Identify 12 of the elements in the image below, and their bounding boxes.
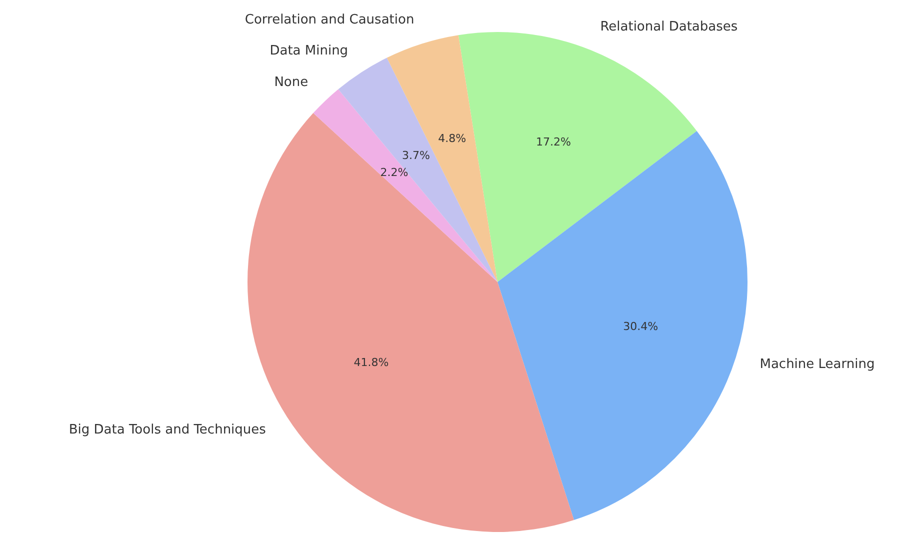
data-label: 2.2% <box>380 166 408 180</box>
slice-label: Correlation and Causation <box>244 12 414 28</box>
slice-label: Data Mining <box>270 44 348 59</box>
slice-label: Relational Databases <box>600 19 738 34</box>
slice-label: Machine Learning <box>760 357 875 372</box>
slice-label: None <box>274 74 308 90</box>
data-label: 17.2% <box>536 136 571 149</box>
data-label: 4.8% <box>438 132 466 145</box>
data-label: 30.4% <box>623 320 658 334</box>
slice-label: Big Data Tools and Techniques <box>68 422 266 438</box>
data-label: 3.7% <box>402 148 430 162</box>
data-label: 41.8% <box>354 356 389 369</box>
